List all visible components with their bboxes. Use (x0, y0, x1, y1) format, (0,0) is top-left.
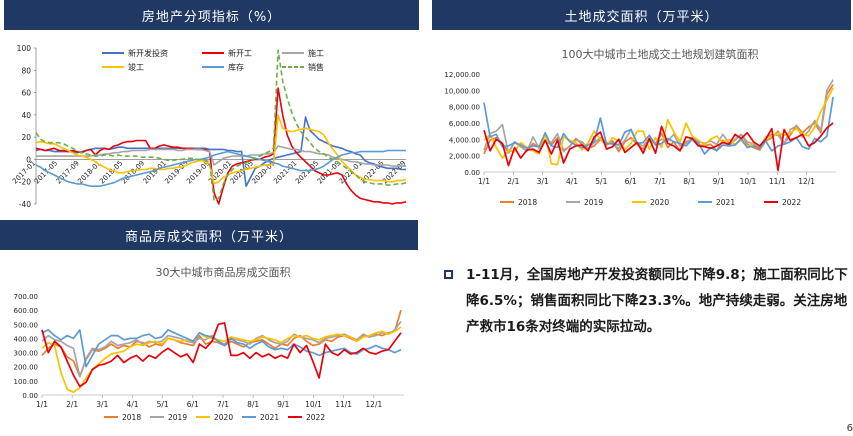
y-tick-label: 10,000.00 (444, 87, 480, 95)
land-transaction-chart: 100大中城市土地成交土地规划建筑面积 12,000.00 10,000.00 8,0… (444, 47, 836, 207)
series-line-2022 (483, 122, 834, 172)
y-tick-label: 40 (21, 111, 31, 120)
legend-label: 2022 (782, 198, 801, 207)
legend-label: 施工 (308, 48, 324, 58)
y-tick-label: -40 (19, 200, 31, 209)
series-line-新开工 (35, 87, 407, 205)
legend-label: 销售 (308, 62, 324, 72)
y-tick-label: 100.00 (14, 378, 39, 386)
series-line-2021 (41, 329, 402, 368)
x-tick-label: 2/1 (507, 177, 519, 186)
header-land: 土地成交面积（万平米） (432, 0, 851, 30)
x-tick-label: 6/1 (625, 177, 637, 186)
x-tick-label: 7/1 (217, 400, 229, 409)
legend-label: 2021 (260, 413, 279, 422)
legend-label: 新开发投资 (128, 48, 168, 58)
y-tick-label: 300.00 (14, 350, 39, 358)
x-tick-label: 1/1 (36, 400, 48, 409)
header-housing-text: 商品房成交面积（万平米） (124, 229, 293, 245)
x-tick-label: 7/1 (654, 177, 666, 186)
y-tick-label: 4,000.00 (449, 136, 480, 144)
legend-label: 2018 (518, 198, 537, 207)
series-line-2020 (41, 326, 402, 394)
x-tick-label: 4/1 (126, 400, 138, 409)
y-tick-label: 20 (21, 133, 31, 142)
x-tick-label: 8/1 (247, 400, 259, 409)
x-tick-label: 6/1 (187, 400, 199, 409)
legend-label: 2018 (122, 413, 141, 422)
x-tick-label: 8/1 (683, 177, 695, 186)
x-tick-label: 2/1 (66, 400, 78, 409)
x-tick-label: 5/1 (595, 177, 607, 186)
legend-label: 库存 (228, 62, 244, 72)
chart-title: 100大中城市土地成交土地规划建筑面积 (562, 47, 759, 61)
y-tick-label: 600.00 (14, 307, 39, 315)
x-tick-label: 9/1 (277, 400, 289, 409)
x-tick-label: 11/1 (769, 177, 786, 186)
header-realty: 房地产分项指标（%） (4, 0, 419, 30)
y-tick-label: 8,000.00 (449, 104, 480, 112)
series-line-库存 (35, 149, 406, 187)
y-tick-label: 6,000.00 (449, 120, 480, 128)
x-tick-label: 12/1 (365, 400, 382, 409)
y-tick-label: 2,000.00 (449, 153, 480, 161)
analysis-note: 1-11月，全国房地产开发投资额同比下降9.8；施工面积同比下降6.5%；销售面… (436, 262, 851, 340)
x-tick-label: 3/1 (96, 400, 108, 409)
square-bullet-icon (444, 270, 453, 279)
series-line-施工 (36, 145, 406, 167)
legend-label: 新开工 (228, 48, 252, 58)
x-tick-label: 4/1 (566, 177, 578, 186)
y-tick-label: 12,000.00 (444, 71, 480, 79)
legend-label: 2020 (214, 413, 233, 422)
legend-label: 2020 (650, 198, 669, 207)
series-line-2022 (41, 322, 402, 388)
analysis-note-text: 1-11月，全国房地产开发投资额同比下降9.8；施工面积同比下降6.5%；销售面… (466, 267, 848, 335)
y-tick-label: 700.00 (14, 293, 39, 301)
series-line-竣工 (35, 114, 407, 185)
y-tick-label: 100 (17, 44, 32, 53)
legend-label: 2019 (584, 198, 603, 207)
y-tick-label: -20 (19, 178, 31, 187)
x-tick-label: 10/1 (740, 177, 757, 186)
page-number: 6 (846, 423, 853, 434)
header-realty-text: 房地产分项指标（%） (141, 9, 282, 25)
y-tick-label: 0 (26, 155, 31, 164)
legend-label: 2019 (168, 413, 187, 422)
y-tick-label: 400.00 (14, 335, 39, 343)
y-tick-label: 0.00 (464, 169, 480, 177)
legend-label: 2022 (306, 413, 325, 422)
legend-label: 竣工 (128, 62, 144, 72)
x-tick-label: 12/1 (798, 177, 815, 186)
y-tick-label: 60 (21, 89, 31, 98)
x-tick-label: 3/1 (537, 177, 549, 186)
y-tick-label: 80 (21, 66, 31, 75)
chart-title: 30大中城市商品房成交面积 (156, 265, 291, 279)
header-housing: 商品房成交面积（万平米） (0, 220, 418, 250)
x-tick-label: 9/1 (713, 177, 725, 186)
series-line-新开发投资 (35, 116, 406, 187)
legend-label: 2021 (716, 198, 735, 207)
x-tick-label: 1/1 (478, 177, 490, 186)
x-tick-label: 5/1 (157, 400, 169, 409)
y-tick-label: 500.00 (14, 321, 39, 329)
series-line-销售 (35, 49, 407, 202)
housing-transaction-chart: 30大中城市商品房成交面积 700.00 600.00 500.00 400.00 300… (14, 265, 404, 422)
header-land-text: 土地成交面积（万平米） (564, 9, 719, 25)
x-tick-label: 11/1 (335, 400, 352, 409)
y-tick-label: 200.00 (14, 364, 39, 372)
x-tick-label: 10/1 (305, 400, 322, 409)
y-tick-label: 0.00 (22, 392, 38, 400)
realty-indicators-chart: 100806040200-20-402017-012017-052017-092… (11, 44, 407, 209)
